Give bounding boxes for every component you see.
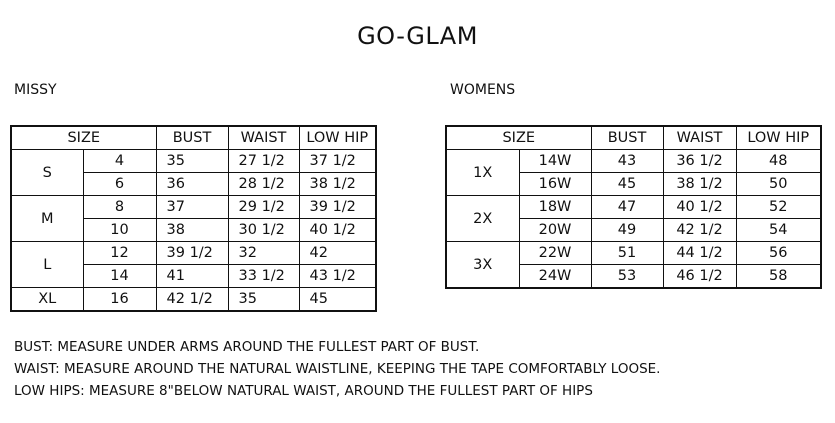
low-hip-value: 45 bbox=[298, 287, 377, 312]
waist-value: 46 1/2 bbox=[662, 264, 737, 289]
table-row: 3X 22W 51 44 1/2 56 bbox=[445, 241, 822, 289]
low-hip-value: 39 1/2 bbox=[298, 195, 377, 219]
size-number: 16 bbox=[82, 287, 157, 312]
size-group: XL bbox=[10, 287, 84, 312]
note-bust: BUST: MEASURE UNDER ARMS AROUND THE FULL… bbox=[14, 339, 480, 355]
bust-value: 39 1/2 bbox=[155, 241, 229, 265]
low-hip-value: 54 bbox=[735, 218, 822, 242]
bust-value: 49 bbox=[590, 218, 664, 242]
bust-value: 53 bbox=[590, 264, 664, 289]
low-hip-value: 48 bbox=[735, 149, 822, 173]
bust-value: 38 bbox=[155, 218, 229, 242]
low-hip-value: 40 1/2 bbox=[298, 218, 377, 242]
waist-value: 28 1/2 bbox=[227, 172, 300, 196]
waist-value: 30 1/2 bbox=[227, 218, 300, 242]
note-low-hips: LOW HIPS: MEASURE 8"BELOW NATURAL WAIST,… bbox=[14, 383, 593, 399]
size-group: 1X bbox=[445, 149, 520, 196]
size-group: L bbox=[10, 241, 84, 288]
size-group: S bbox=[10, 149, 84, 196]
size-number: 20W bbox=[518, 218, 592, 242]
table-row: 10 38 30 1/2 40 1/2 bbox=[11, 218, 377, 242]
bust-value: 47 bbox=[590, 195, 664, 219]
table-row: 1X 14W 43 36 1/2 48 bbox=[445, 149, 822, 196]
waist-value: 27 1/2 bbox=[227, 149, 300, 173]
womens-size-table: SIZE BUST WAIST LOW HIP 1X 14W 43 36 1/2 48 1… bbox=[445, 125, 823, 289]
header-waist: WAIST bbox=[227, 125, 300, 150]
size-number: 24W bbox=[518, 264, 592, 289]
size-group: 2X bbox=[445, 195, 520, 242]
waist-value: 33 1/2 bbox=[227, 264, 300, 288]
waist-value: 35 bbox=[227, 287, 300, 312]
low-hip-value: 58 bbox=[735, 264, 822, 289]
table-row: L 12 39 1/2 32 42 bbox=[10, 241, 377, 288]
size-group: M bbox=[10, 195, 84, 242]
low-hip-value: 56 bbox=[735, 241, 822, 265]
waist-value: 40 1/2 bbox=[662, 195, 737, 219]
size-number: 4 bbox=[82, 149, 157, 173]
waist-value: 44 1/2 bbox=[662, 241, 737, 265]
size-number: 10 bbox=[82, 218, 157, 242]
low-hip-value: 42 bbox=[298, 241, 377, 265]
header-bust: BUST bbox=[590, 125, 664, 150]
waist-value: 36 1/2 bbox=[662, 149, 737, 173]
size-number: 8 bbox=[82, 195, 157, 219]
waist-value: 29 1/2 bbox=[227, 195, 300, 219]
header-low-hip: LOW HIP bbox=[298, 125, 377, 150]
header-waist: WAIST bbox=[662, 125, 737, 150]
missy-size-table: SIZE BUST WAIST LOW HIP S 4 35 27 1/2 37 1/2… bbox=[10, 125, 378, 312]
bust-value: 43 bbox=[590, 149, 664, 173]
measurement-notes: BUST: MEASURE UNDER ARMS AROUND THE FULL… bbox=[14, 336, 660, 402]
bust-value: 35 bbox=[155, 149, 229, 173]
low-hip-value: 52 bbox=[735, 195, 822, 219]
bust-value: 37 bbox=[155, 195, 229, 219]
low-hip-value: 50 bbox=[735, 172, 822, 196]
header-size: SIZE bbox=[445, 125, 592, 150]
table-row: M 8 37 29 1/2 39 1/2 bbox=[10, 195, 377, 242]
header-low-hip: LOW HIP bbox=[735, 125, 822, 150]
low-hip-value: 43 1/2 bbox=[298, 264, 377, 288]
note-waist: WAIST: MEASURE AROUND THE NATURAL WAISTL… bbox=[14, 361, 661, 377]
size-number: 12 bbox=[82, 241, 157, 265]
page-title: GO-GLAM bbox=[357, 22, 478, 50]
header-row: SIZE BUST WAIST LOW HIP bbox=[445, 125, 822, 150]
table-row: 20W 49 42 1/2 54 bbox=[446, 218, 822, 242]
size-number: 14W bbox=[518, 149, 592, 173]
missy-label: MISSY bbox=[14, 82, 57, 98]
table-row: XL 16 42 1/2 35 45 bbox=[10, 287, 377, 312]
table-row: 24W 53 46 1/2 58 bbox=[446, 264, 822, 289]
table-row: 2X 18W 47 40 1/2 52 bbox=[445, 195, 822, 242]
bust-value: 51 bbox=[590, 241, 664, 265]
low-hip-value: 37 1/2 bbox=[298, 149, 377, 173]
size-group: 3X bbox=[445, 241, 520, 289]
size-number: 16W bbox=[518, 172, 592, 196]
header-row: SIZE BUST WAIST LOW HIP bbox=[10, 125, 377, 150]
bust-value: 36 bbox=[155, 172, 229, 196]
low-hip-value: 38 1/2 bbox=[298, 172, 377, 196]
waist-value: 38 1/2 bbox=[662, 172, 737, 196]
header-bust: BUST bbox=[155, 125, 229, 150]
table-row: 14 41 33 1/2 43 1/2 bbox=[11, 264, 377, 288]
waist-value: 42 1/2 bbox=[662, 218, 737, 242]
header-size: SIZE bbox=[10, 125, 157, 150]
size-number: 18W bbox=[518, 195, 592, 219]
size-number: 22W bbox=[518, 241, 592, 265]
womens-label: WOMENS bbox=[450, 82, 516, 98]
size-number: 14 bbox=[82, 264, 157, 288]
waist-value: 32 bbox=[227, 241, 300, 265]
bust-value: 45 bbox=[590, 172, 664, 196]
bust-value: 41 bbox=[155, 264, 229, 288]
bust-value: 42 1/2 bbox=[155, 287, 229, 312]
size-number: 6 bbox=[82, 172, 157, 196]
table-row: S 4 35 27 1/2 37 1/2 bbox=[10, 149, 377, 196]
